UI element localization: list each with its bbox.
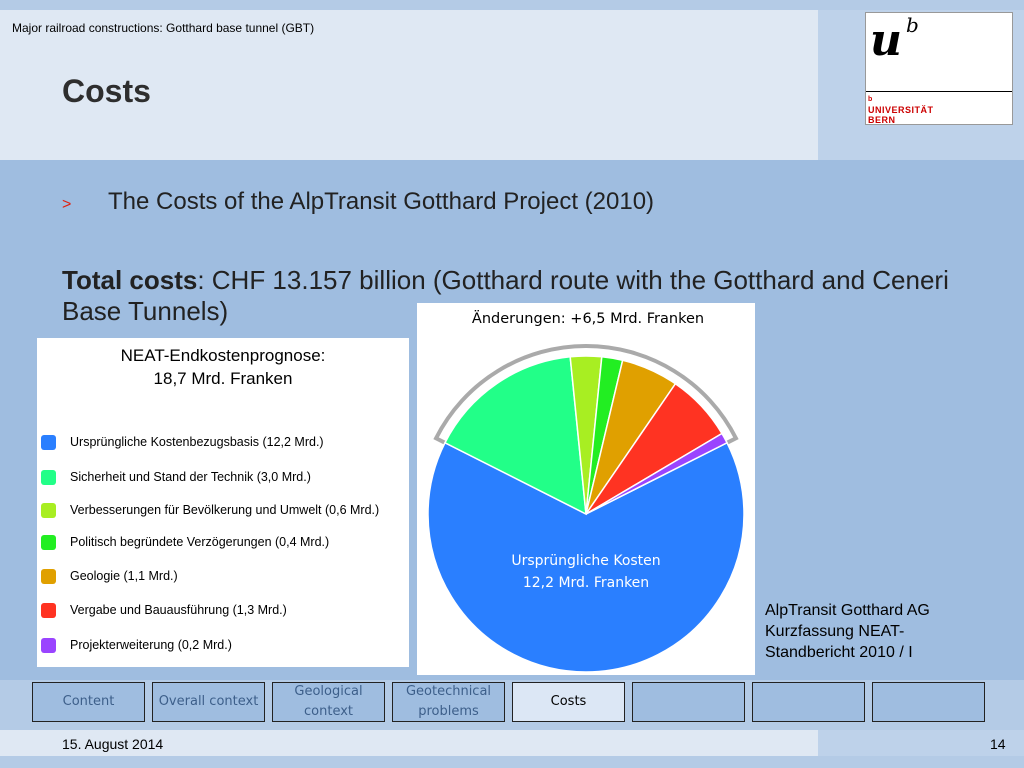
source-line1: AlpTransit Gotthard AG	[765, 602, 930, 619]
nav-tab-empty-3[interactable]	[872, 682, 985, 722]
legend-label: Sicherheit und Stand der Technik (3,0 Mr…	[70, 470, 311, 484]
page-number: 14	[990, 736, 1006, 752]
nav-tab-empty-2[interactable]	[752, 682, 865, 722]
legend-label: Ursprüngliche Kostenbezugsbasis (12,2 Mr…	[70, 435, 324, 449]
legend-swatch	[41, 602, 56, 618]
header-band	[0, 10, 818, 160]
pie-slice	[443, 355, 587, 516]
footer-right-band	[818, 730, 1024, 756]
pie-slice	[585, 432, 729, 515]
source-line3: Standbericht 2010 / I	[765, 644, 913, 661]
bullet-text: The Costs of the AlpTransit Gotthard Pro…	[108, 188, 655, 215]
pie-center-label-line1: Ursprüngliche Kosten	[511, 553, 660, 569]
section-nav: Content Overall context Geological conte…	[0, 680, 1024, 724]
slide-subtitle: Major railroad constructions: Gotthard b…	[12, 21, 315, 35]
source-citation: AlpTransit Gotthard AG Kurzfassung NEAT-…	[765, 600, 1015, 663]
legend-swatch	[41, 637, 56, 653]
changes-bracket-arc	[433, 344, 739, 447]
total-costs-label: Total costs	[62, 265, 198, 295]
logo-line-universitaet: UNIVERSITÄT	[868, 105, 934, 115]
legend-panel: NEAT-Endkostenprognose: 18,7 Mrd. Franke…	[37, 338, 409, 667]
university-logo: u b b UNIVERSITÄT BERN	[865, 12, 1013, 125]
legend-item: Sicherheit und Stand der Technik (3,0 Mr…	[41, 467, 311, 487]
source-line2: Kurzfassung NEAT-	[765, 623, 905, 640]
logo-letter-b: b	[906, 13, 919, 37]
pie-center-label-line2: 12,2 Mrd. Franken	[523, 575, 649, 591]
legend-swatch	[41, 434, 56, 450]
legend-title-line1: NEAT-Endkostenprognose:	[120, 346, 326, 365]
slide-title: Costs	[62, 73, 151, 109]
nav-tab-content[interactable]: Content	[32, 682, 145, 722]
logo-letter-u: u	[870, 15, 902, 66]
nav-tab-geotechnical-problems[interactable]: Geotechnical problems	[392, 682, 505, 722]
legend-swatch	[41, 502, 56, 518]
pie-slice	[427, 441, 745, 673]
legend-item: Vergabe und Bauausführung (1,3 Mrd.)	[41, 600, 287, 620]
legend-label: Verbesserungen für Bevölkerung und Umwel…	[70, 503, 380, 517]
legend-item: Ursprüngliche Kostenbezugsbasis (12,2 Mr…	[41, 432, 324, 452]
legend-swatch	[41, 534, 56, 550]
legend-title-line2: 18,7 Mrd. Franken	[153, 369, 293, 388]
legend-label: Projekterweiterung (0,2 Mrd.)	[70, 638, 232, 652]
footer-date: 15. August 2014	[62, 736, 164, 752]
nav-tab-costs[interactable]: Costs	[512, 682, 625, 722]
legend-item: Verbesserungen für Bevölkerung und Umwel…	[41, 500, 379, 520]
total-costs-paragraph: Total costs: CHF 13.157 billion (Gotthar…	[62, 265, 962, 327]
pie-chart: Änderungen: +6,5 Mrd. Franken Ursprüngli…	[427, 309, 745, 673]
legend-label: Vergabe und Bauausführung (1,3 Mrd.)	[70, 603, 287, 617]
legend-label: Politisch begründete Verzögerungen (0,4 …	[70, 535, 330, 549]
logo-rule	[866, 91, 1012, 92]
logo-small-b: b	[868, 96, 873, 103]
total-costs-text: : CHF 13.157 billion (Gotthard route wit…	[62, 265, 949, 326]
pie-chart-title: Änderungen: +6,5 Mrd. Franken	[472, 309, 704, 327]
footer-band	[0, 730, 818, 756]
legend-swatch	[41, 568, 56, 584]
logo-line-bern: BERN	[868, 115, 896, 125]
bullet-marker: >	[62, 196, 72, 213]
legend-title: NEAT-Endkostenprognose: 18,7 Mrd. Franke…	[37, 344, 409, 390]
legend-swatch	[41, 469, 56, 485]
legend-item: Projekterweiterung (0,2 Mrd.)	[41, 635, 232, 655]
nav-tab-overall-context[interactable]: Overall context	[152, 682, 265, 722]
nav-tab-empty-1[interactable]	[632, 682, 745, 722]
legend-item: Geologie (1,1 Mrd.)	[41, 566, 178, 586]
nav-tab-geological-context[interactable]: Geological context	[272, 682, 385, 722]
legend-label: Geologie (1,1 Mrd.)	[70, 569, 178, 583]
legend-item: Politisch begründete Verzögerungen (0,4 …	[41, 532, 329, 552]
pie-chart-panel: Änderungen: +6,5 Mrd. Franken Ursprüngli…	[417, 303, 755, 675]
